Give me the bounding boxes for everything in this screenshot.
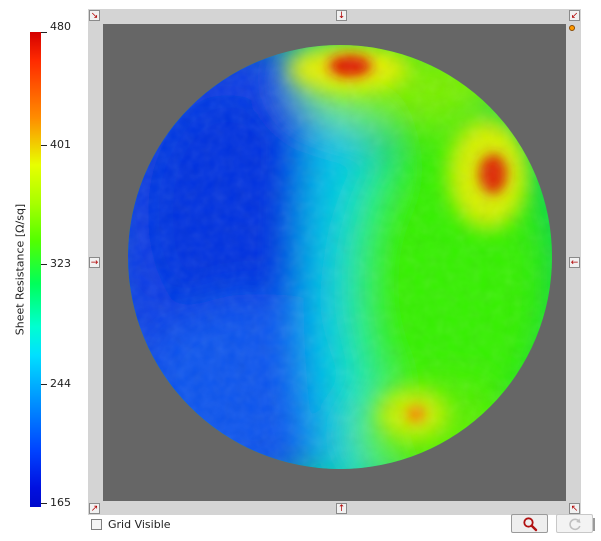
colorbar-tick bbox=[41, 384, 47, 385]
resize-handle[interactable] bbox=[593, 518, 595, 531]
colorbar-tick bbox=[41, 264, 47, 265]
colorbar-tick bbox=[41, 145, 47, 146]
refresh-icon bbox=[568, 518, 581, 531]
arrow-down-icon[interactable]: ↓ bbox=[336, 10, 347, 21]
zoom-button[interactable] bbox=[511, 514, 548, 533]
status-marker-icon bbox=[569, 25, 575, 31]
magnifier-icon bbox=[522, 517, 537, 532]
colorbar-tick-label: 165 bbox=[50, 496, 71, 509]
colorbar-tick-label: 401 bbox=[50, 138, 71, 151]
arrow-top-left-icon[interactable]: ↘ bbox=[89, 10, 100, 21]
colorbar-tick-label: 244 bbox=[50, 377, 71, 390]
wafer-map[interactable] bbox=[103, 24, 566, 501]
colorbar-gradient bbox=[30, 32, 41, 507]
colorbar-tick-label: 323 bbox=[50, 257, 71, 270]
arrow-left-icon[interactable]: ← bbox=[569, 257, 580, 268]
grid-visible-checkbox[interactable] bbox=[91, 518, 102, 530]
colorbar-tick bbox=[41, 32, 47, 33]
arrow-up-icon[interactable]: ↑ bbox=[336, 503, 347, 514]
refresh-button[interactable] bbox=[556, 514, 593, 533]
grid-visible-label: Grid Visible bbox=[108, 517, 171, 531]
arrow-bottom-right-icon[interactable]: ↖ bbox=[569, 503, 580, 514]
colorbar-tick-label: 480 bbox=[50, 20, 71, 33]
arrow-top-right-icon[interactable]: ↙ bbox=[569, 10, 580, 21]
colorbar-tick bbox=[41, 503, 47, 504]
arrow-bottom-left-icon[interactable]: ↗ bbox=[89, 503, 100, 514]
arrow-right-icon[interactable]: → bbox=[89, 257, 100, 268]
colorbar-label: Sheet Resistance [Ω/sq] bbox=[13, 203, 27, 336]
grid-visible-row[interactable]: Grid Visible bbox=[91, 517, 171, 531]
